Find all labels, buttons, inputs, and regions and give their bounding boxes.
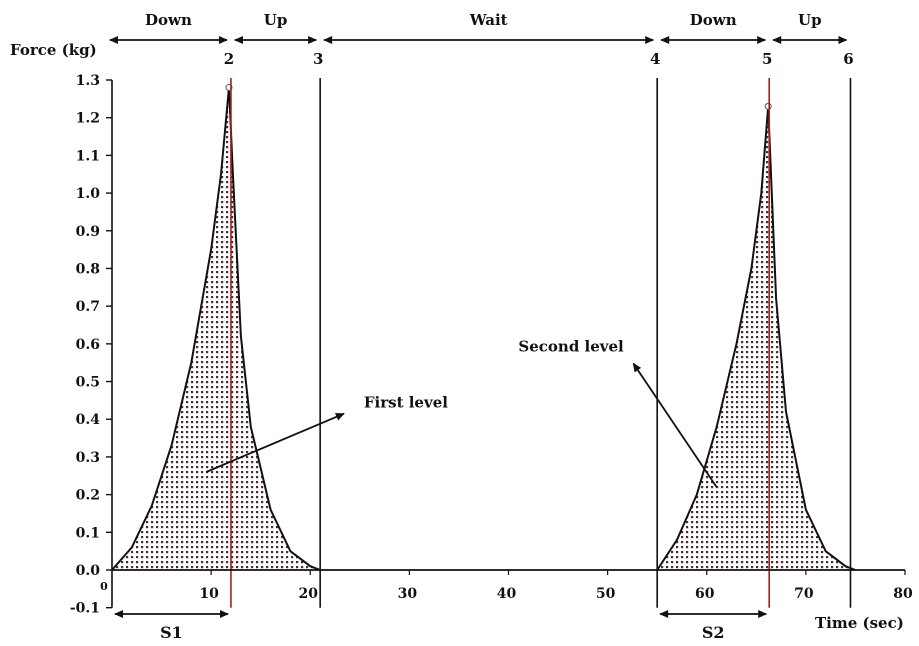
series-layer [111, 84, 856, 571]
phase-label: Up [264, 11, 288, 29]
marker-label-5: 5 [762, 50, 772, 68]
marker-label-6: 6 [843, 50, 853, 68]
series-fill-1 [112, 87, 321, 570]
y-tick-label: 1.2 [76, 111, 100, 127]
vertical-markers-layer: 2 3 4 5 6 [224, 50, 854, 608]
y-tick-label: 0.8 [76, 261, 100, 277]
x-tick-label: 60 [695, 586, 715, 602]
marker-label-3: 3 [313, 50, 323, 68]
x-tick-label: 70 [794, 586, 814, 602]
annotation-arrow-second-level [632, 362, 718, 488]
phase-label: Up [798, 11, 822, 29]
y-tick-label: 0.9 [76, 224, 100, 240]
x-tick-label: 40 [497, 586, 517, 602]
y-tick-label: 0.4 [76, 412, 101, 428]
y-tick-label: 1.1 [76, 148, 100, 164]
annotations-layer: First level Second level [205, 338, 718, 488]
x-tick-label: 10 [199, 586, 219, 602]
annotation-second-level: Second level [518, 338, 624, 356]
y-tick-label: 0.7 [76, 299, 100, 315]
y-tick-label: 0.6 [76, 337, 100, 353]
series-fill-2 [657, 106, 856, 571]
phase-arrows-layer: Down Up Wait Down Up [109, 11, 848, 44]
annotation-first-level: First level [364, 394, 448, 412]
y-tick-label: 0.1 [76, 525, 100, 541]
y-tick-label: 0.3 [76, 450, 100, 466]
y-tick-label: 0.2 [76, 488, 100, 504]
x-tick-label: 50 [596, 586, 616, 602]
marker-label-4: 4 [650, 50, 660, 68]
y-tick-label: 1.3 [76, 73, 100, 89]
x-tick-label: 20 [299, 586, 319, 602]
x-zero-label: 0 [100, 580, 108, 593]
x-axis-label: Time (sec) [815, 614, 904, 632]
y-tick-label: 0.5 [76, 375, 100, 391]
phase-label: Wait [469, 11, 508, 29]
annotation-arrow-first-level [205, 412, 345, 473]
x-tick-label: 80 [893, 586, 913, 602]
marker-label-2: 2 [224, 50, 234, 68]
phase-label: Down [145, 11, 192, 29]
span-label-S2: S2 [702, 623, 725, 642]
y-axis-label: Force (kg) [10, 41, 97, 59]
y-tick-label: 0.0 [76, 563, 101, 579]
y-tick-label: -0.1 [70, 601, 100, 617]
phase-label: Down [690, 11, 737, 29]
y-tick-label: 1.0 [76, 186, 101, 202]
axes-layer: -0.1 0.0 0.1 0.2 0.3 0.4 0.5 0.6 0.7 0.8 0.9 1.0 1.1… [70, 73, 913, 617]
series-line-2 [656, 106, 856, 571]
span-label-S1: S1 [160, 623, 183, 642]
series-peak-point-2 [764, 102, 772, 110]
x-tick-label: 30 [398, 586, 418, 602]
span-arrows-layer: S1 S2 [114, 610, 768, 642]
